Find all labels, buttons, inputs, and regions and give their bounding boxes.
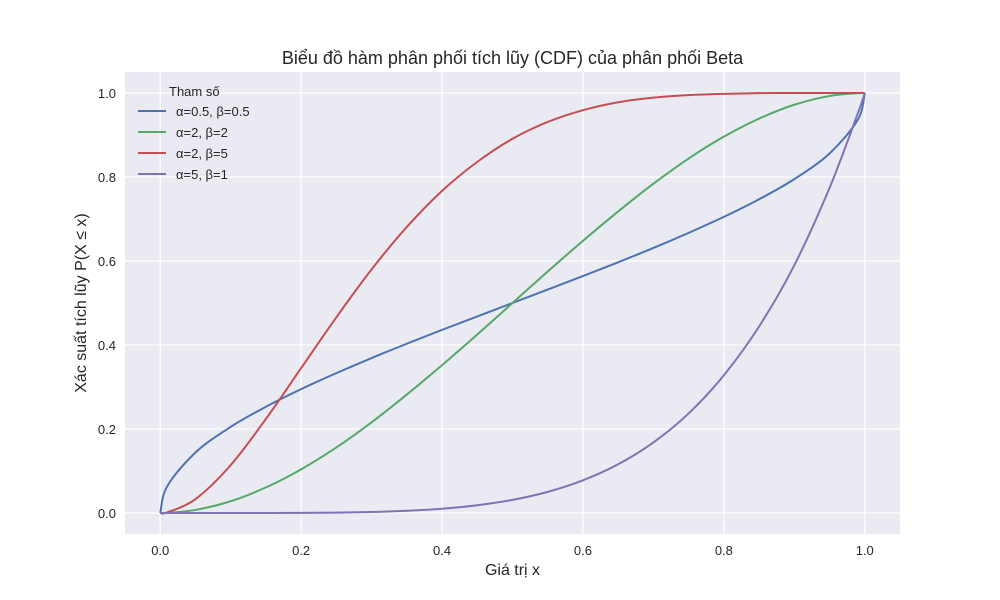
y-tick-label: 0.8 [98, 170, 116, 185]
legend-label: α=2, β=2 [176, 125, 228, 140]
series-line-3 [160, 92, 865, 515]
y-tick-label: 0.4 [98, 338, 116, 353]
chart-title: Biểu đồ hàm phân phối tích lũy (CDF) của… [282, 48, 744, 68]
series-line-2 [160, 91, 865, 515]
x-tick-label: 0.0 [151, 543, 169, 558]
y-tick-label: 0.2 [98, 422, 116, 437]
series-line-4 [160, 92, 866, 514]
tick-labels: 0.0 0.2 0.4 0.6 0.8 1.0 0.0 0.2 0.4 0.6 0.8 1.0 [98, 86, 874, 558]
y-tick-label: 0.0 [98, 506, 116, 521]
x-tick-label: 0.8 [715, 543, 733, 558]
grid-lines [125, 72, 900, 534]
x-tick-label: 0.6 [574, 543, 592, 558]
legend-label: α=5, β=1 [176, 167, 228, 182]
y-tick-label: 1.0 [98, 86, 116, 101]
x-tick-label: 0.4 [433, 543, 451, 558]
legend-items: α=0.5, β=0.5 α=2, β=2 α=2, β=5 α=5, β=1 [138, 104, 250, 182]
x-tick-label: 1.0 [856, 543, 874, 558]
legend-label: α=2, β=5 [176, 146, 228, 161]
x-tick-label: 0.2 [292, 543, 310, 558]
y-tick-label: 0.6 [98, 254, 116, 269]
series-lines [159, 91, 866, 515]
y-axis-label: Xác suất tích lũy P(X ≤ x) [73, 213, 90, 393]
x-axis-label: Giá trị x [485, 562, 540, 579]
legend: Tham số α=0.5, β=0.5 α=2, β=2 α=2, β=5 α=5,… [138, 84, 250, 182]
legend-label: α=0.5, β=0.5 [176, 104, 250, 119]
legend-title: Tham số [169, 84, 220, 99]
